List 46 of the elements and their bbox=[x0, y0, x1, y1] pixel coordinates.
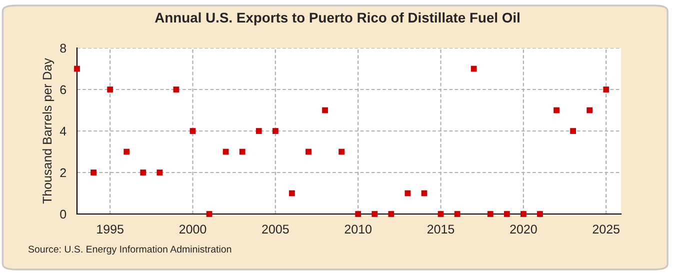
y-tick-label: 4 bbox=[60, 126, 66, 136]
point bbox=[256, 128, 262, 134]
x-tick-label: 2025 bbox=[592, 224, 620, 234]
point bbox=[372, 211, 378, 217]
point bbox=[438, 211, 444, 217]
point bbox=[338, 148, 345, 155]
point bbox=[603, 86, 610, 92]
point bbox=[173, 86, 180, 92]
point bbox=[140, 170, 146, 176]
y-axis-title: Thousand Barrels per Day bbox=[42, 58, 54, 204]
point bbox=[107, 86, 114, 92]
x-tick-label: 2015 bbox=[427, 224, 454, 234]
point bbox=[289, 190, 295, 196]
point bbox=[470, 66, 477, 72]
x-tick-label: 2010 bbox=[344, 224, 372, 234]
point bbox=[454, 211, 460, 217]
x-tick-label: 2020 bbox=[510, 224, 537, 234]
point bbox=[206, 211, 212, 217]
y-tick-label: 6 bbox=[60, 85, 66, 94]
point bbox=[388, 211, 394, 217]
y-tick-label: 8 bbox=[60, 44, 66, 53]
x-tick-label: 2000 bbox=[179, 224, 206, 234]
point bbox=[90, 170, 96, 176]
point bbox=[554, 107, 560, 114]
y-tick-label: 0 bbox=[60, 210, 66, 219]
point bbox=[586, 107, 593, 114]
point bbox=[190, 128, 196, 134]
chart-title: Annual U.S. Exports to Puerto Rico of Distillate Fuel Oil bbox=[154, 12, 520, 26]
point bbox=[222, 148, 229, 155]
point bbox=[322, 107, 328, 114]
point bbox=[306, 148, 312, 155]
x-tick-label: 1995 bbox=[97, 224, 124, 234]
point bbox=[570, 128, 576, 134]
point bbox=[156, 170, 163, 176]
point bbox=[124, 148, 130, 155]
point bbox=[520, 211, 526, 217]
point bbox=[504, 211, 510, 217]
point bbox=[74, 66, 80, 72]
point bbox=[272, 128, 278, 134]
point bbox=[537, 211, 543, 217]
source-note: Source: U.S. Energy Information Administration bbox=[28, 245, 232, 255]
point bbox=[355, 211, 362, 217]
y-tick-label: 2 bbox=[60, 168, 66, 178]
point bbox=[487, 211, 494, 217]
point bbox=[239, 148, 246, 155]
x-tick-label: 2005 bbox=[262, 224, 289, 234]
